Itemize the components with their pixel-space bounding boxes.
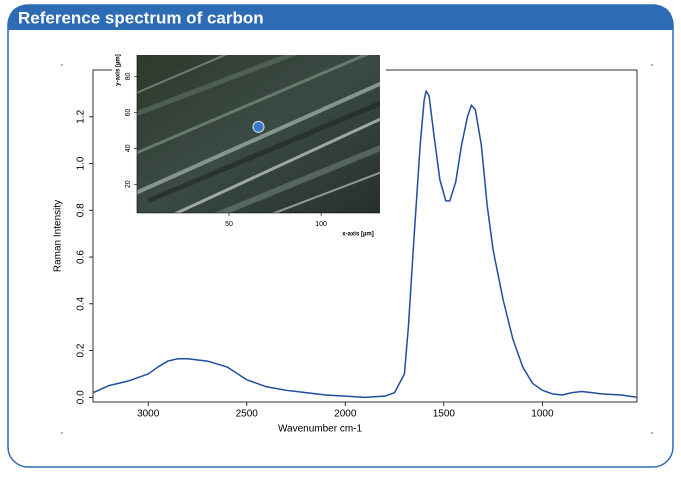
inset-y-tick-label: 20 <box>125 180 132 188</box>
y-tick-label: 0.4 <box>76 296 87 310</box>
x-tick-label: 2500 <box>236 409 259 420</box>
inset-y-tick-label: 80 <box>125 73 132 81</box>
y-tick-label: 0.2 <box>76 343 87 357</box>
inset-y-tick-label: 60 <box>125 108 132 116</box>
x-tick-label: 3000 <box>137 409 160 420</box>
inset-x-tick-label: 50 <box>225 221 233 228</box>
y-tick-label: 0.0 <box>76 390 87 404</box>
x-tick-label: 1000 <box>531 409 554 420</box>
inset-y-label: y-axis [µm] <box>116 54 122 85</box>
inset-x-label: x-axis [µm] <box>342 232 373 238</box>
x-tick-label: 2000 <box>334 409 357 420</box>
y-tick-label: 1.2 <box>76 109 87 123</box>
title: Reference spectrum of carbon <box>18 8 264 27</box>
header-bar <box>8 5 673 30</box>
inset-y-tick-label: 40 <box>125 144 132 152</box>
y-tick-label: 1.0 <box>76 156 87 170</box>
y-tick-label: 0.6 <box>76 250 87 264</box>
inset-x-tick-label: 100 <box>315 221 327 228</box>
corner-dots <box>61 64 653 434</box>
y-axis-label: Raman Intensity <box>53 200 64 272</box>
spectrum-line <box>92 90 638 399</box>
inset-point <box>252 120 265 133</box>
x-tick-label: 1500 <box>433 409 456 420</box>
y-tick-label: 0.8 <box>76 203 87 217</box>
x-axis-label: Wavenumber cm-1 <box>278 424 363 435</box>
inset-image <box>137 55 380 213</box>
